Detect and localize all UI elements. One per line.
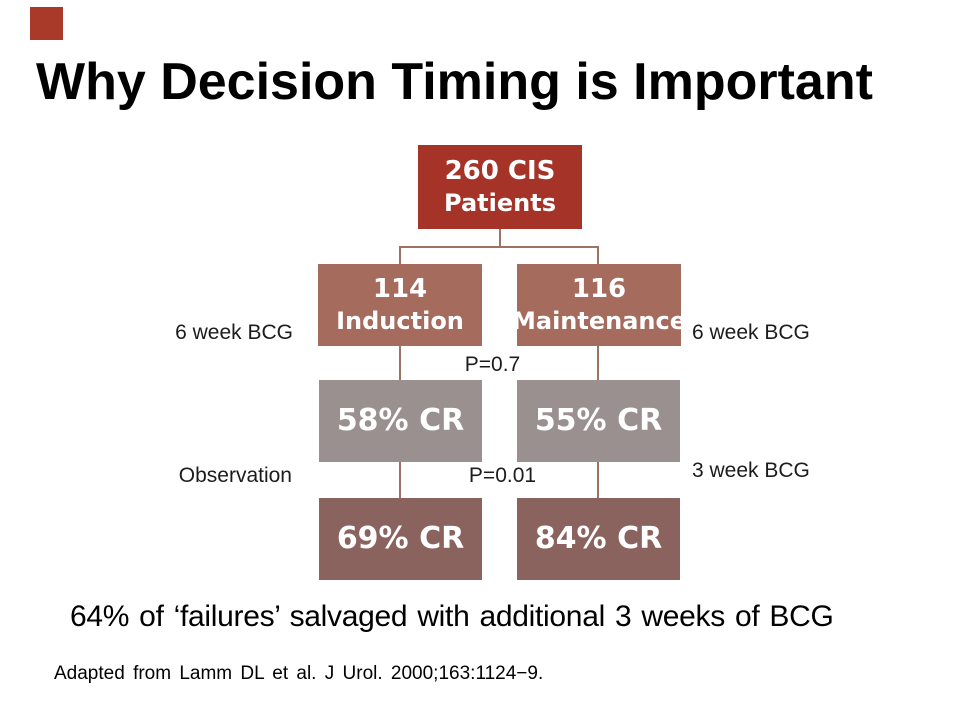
connector-root-stem bbox=[499, 229, 501, 247]
connector-right-low bbox=[597, 462, 599, 498]
label-6-week-bcg-right: 6 week BCG bbox=[692, 321, 810, 344]
connector-left-drop bbox=[399, 246, 401, 264]
root-patients-label: Patients bbox=[444, 189, 556, 218]
flow-box-induction-arm: 114 Induction bbox=[318, 264, 482, 346]
slide-title: Why Decision Timing is Important bbox=[36, 53, 873, 111]
flow-box-root: 260 CIS Patients bbox=[418, 145, 582, 229]
citation-text: Adapted from Lamm DL et al. J Urol. 2000… bbox=[54, 663, 544, 684]
maintenance-cr-label: 55% CR bbox=[534, 402, 663, 438]
root-count-label: 260 CIS bbox=[444, 156, 556, 186]
connector-branch bbox=[399, 246, 599, 248]
accent-square-decoration bbox=[30, 7, 63, 40]
induction-final-cr-label: 69% CR bbox=[336, 520, 465, 556]
maintenance-final-cr-label: 84% CR bbox=[534, 520, 663, 556]
label-p-value-top: P=0.7 bbox=[464, 353, 521, 376]
label-p-value-bottom: P=0.01 bbox=[468, 464, 537, 487]
induction-name-label: Induction bbox=[336, 307, 464, 336]
flow-box-maintenance-arm: 116 Maintenance bbox=[512, 264, 686, 346]
induction-cr-label: 58% CR bbox=[336, 402, 465, 438]
connector-right-mid bbox=[597, 346, 599, 380]
maintenance-name-label: Maintenance bbox=[512, 307, 687, 336]
induction-count-label: 114 bbox=[372, 274, 428, 304]
label-3-week-bcg: 3 week BCG bbox=[692, 459, 810, 482]
flow-box-maintenance-cr: 55% CR bbox=[517, 380, 680, 462]
connector-right-drop bbox=[597, 246, 599, 264]
connector-left-mid bbox=[399, 346, 401, 380]
salvage-statement: 64% of ‘failures’ salvaged with addition… bbox=[70, 600, 834, 633]
flow-box-maintenance-final-cr: 84% CR bbox=[517, 498, 680, 580]
connector-left-low bbox=[399, 462, 401, 498]
flow-box-induction-final-cr: 69% CR bbox=[319, 498, 482, 580]
flow-box-induction-cr: 58% CR bbox=[319, 380, 482, 462]
maintenance-count-label: 116 bbox=[571, 274, 627, 304]
label-observation: Observation bbox=[178, 464, 292, 487]
label-6-week-bcg-left: 6 week BCG bbox=[175, 321, 293, 344]
